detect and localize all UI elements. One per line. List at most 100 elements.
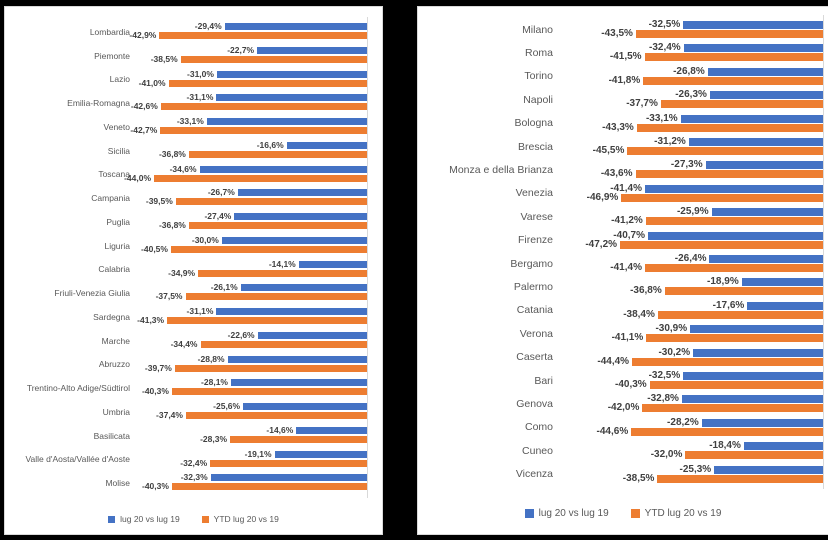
legend-swatch-orange-icon: [630, 509, 640, 518]
value-label-lug20: -33,1%: [645, 112, 678, 124]
bar-lug20-vs-lug19: [227, 355, 367, 363]
bar-ytd-lug20-vs-19: [230, 435, 367, 443]
value-label-lug20: -32,5%: [648, 19, 681, 30]
category-label: Liguria: [104, 240, 130, 251]
bar-lug20-vs-lug19: [709, 91, 823, 100]
value-label-ytd: -43,3%: [602, 121, 634, 133]
legend-label-lug20: lug 20 vs lug 19: [120, 514, 180, 524]
legend-item-ytd: YTD lug 20 vs 19: [630, 508, 721, 519]
value-label-ytd: -41,1%: [611, 332, 644, 344]
bar-ytd-lug20-vs-19: [180, 55, 367, 63]
bar-lug20-vs-lug19: [747, 301, 823, 310]
bar-lug20-vs-lug19: [237, 189, 367, 197]
value-label-lug20: -28,2%: [667, 416, 699, 428]
bar-ytd-lug20-vs-19: [635, 30, 823, 38]
value-label-lug20: -18,9%: [707, 276, 739, 288]
bar-ytd-lug20-vs-19: [171, 388, 367, 396]
bar-lug20-vs-lug19: [199, 165, 367, 173]
category-label: Varese: [520, 210, 554, 223]
category-label: Valle d'Aosta/Vallée d'Aoste: [25, 454, 130, 465]
category-label: Venezia: [515, 187, 553, 200]
value-label-ytd: -41,8%: [608, 74, 641, 86]
value-label-ytd: -37,5%: [155, 291, 183, 302]
category-label: Campania: [91, 193, 130, 204]
regions-chart-panel: Lombardia -29,4% -42,9% Piemonte -22,7% -38,5…: [4, 6, 383, 535]
value-label-lug20: -32,4%: [648, 42, 681, 54]
value-label-lug20: -34,6%: [169, 163, 197, 174]
value-axis-line: [367, 17, 368, 498]
bar-ytd-lug20-vs-19: [657, 474, 823, 483]
bar-lug20-vs-lug19: [711, 208, 823, 217]
bar-lug20-vs-lug19: [286, 141, 367, 149]
category-label: Bergamo: [510, 257, 553, 270]
value-label-ytd: -44,0%: [124, 172, 152, 183]
category-label: Como: [524, 421, 553, 434]
bar-ytd-lug20-vs-19: [664, 287, 823, 296]
bar-ytd-lug20-vs-19: [685, 451, 823, 460]
value-label-ytd: -46,9%: [586, 191, 619, 203]
value-label-lug20: -30,9%: [655, 323, 688, 335]
category-label: Puglia: [106, 216, 130, 227]
cities-plot-area: Milano -32,5% -43,5% Roma -32,4% -41,5% Torino…: [418, 7, 828, 534]
value-label-lug20: -25,9%: [676, 206, 709, 218]
value-label-lug20: -22,6%: [227, 329, 255, 340]
category-label: Veneto: [103, 121, 130, 132]
value-label-lug20: -33,1%: [176, 116, 204, 126]
value-label-ytd: -37,4%: [156, 410, 183, 420]
value-label-ytd: -41,4%: [610, 262, 642, 273]
category-label: Umbria: [102, 406, 130, 417]
bar-lug20-vs-lug19: [257, 331, 367, 339]
bar-lug20-vs-lug19: [644, 184, 823, 193]
category-label: Lombardia: [89, 26, 130, 37]
bar-ytd-lug20-vs-19: [636, 123, 823, 132]
value-label-lug20: -26,4%: [674, 253, 707, 264]
category-label: Toscana: [98, 169, 130, 180]
bar-ytd-lug20-vs-19: [635, 170, 823, 179]
value-label-ytd: -40,5%: [141, 243, 168, 254]
bar-ytd-lug20-vs-19: [160, 127, 367, 134]
value-label-lug20: -14,6%: [266, 424, 294, 435]
bar-lug20-vs-lug19: [298, 260, 367, 268]
bar-lug20-vs-lug19: [681, 395, 823, 404]
bar-ytd-lug20-vs-19: [154, 174, 367, 182]
bar-lug20-vs-lug19: [243, 403, 367, 410]
bar-lug20-vs-lug19: [680, 114, 823, 123]
bar-lug20-vs-lug19: [714, 465, 823, 474]
bar-lug20-vs-lug19: [210, 474, 367, 482]
bar-lug20-vs-lug19: [216, 70, 367, 78]
category-label: Brescia: [517, 140, 553, 153]
category-label: Trentino-Alto Adige/Südtirol: [26, 383, 130, 394]
bar-ytd-lug20-vs-19: [160, 103, 367, 111]
value-label-ytd: -36,8%: [158, 148, 186, 159]
bar-lug20-vs-lug19: [688, 138, 823, 146]
category-label: Bari: [534, 374, 553, 387]
bar-lug20-vs-lug19: [683, 21, 823, 29]
value-label-ytd: -43,6%: [600, 168, 633, 180]
value-label-lug20: -28,1%: [201, 377, 228, 388]
value-label-lug20: -31,2%: [654, 136, 686, 147]
cities-chart-panel: Milano -32,5% -43,5% Roma -32,4% -41,5% Torino…: [417, 6, 828, 535]
cities-legend: lug 20 vs lug 19 YTD lug 20 vs 19: [418, 508, 828, 519]
category-label: Palermo: [513, 281, 553, 294]
legend-swatch-blue-icon: [108, 515, 116, 523]
bar-ytd-lug20-vs-19: [643, 76, 823, 85]
bar-lug20-vs-lug19: [690, 325, 823, 334]
value-label-ytd: -42,6%: [130, 101, 158, 112]
bar-ytd-lug20-vs-19: [174, 364, 367, 372]
value-label-lug20: -14,1%: [268, 258, 296, 269]
value-label-ytd: -45,5%: [592, 145, 625, 156]
legend-swatch-orange-icon: [201, 515, 209, 523]
value-label-lug20: -27,3%: [670, 159, 703, 171]
bar-lug20-vs-lug19: [216, 308, 367, 315]
value-label-lug20: -18,4%: [709, 440, 741, 452]
value-label-ytd: -42,7%: [130, 125, 158, 135]
value-label-ytd: -39,7%: [144, 362, 172, 373]
category-label: Abruzzo: [98, 359, 130, 370]
bar-lug20-vs-lug19: [206, 118, 367, 125]
legend-label-ytd: YTD lug 20 vs 19: [213, 514, 279, 524]
value-label-ytd: -37,7%: [626, 98, 658, 110]
value-label-lug20: -26,1%: [210, 282, 238, 293]
value-label-lug20: -16,6%: [256, 139, 284, 150]
value-label-ytd: -32,0%: [650, 449, 683, 461]
category-label: Friuli-Venezia Giulia: [54, 288, 130, 299]
